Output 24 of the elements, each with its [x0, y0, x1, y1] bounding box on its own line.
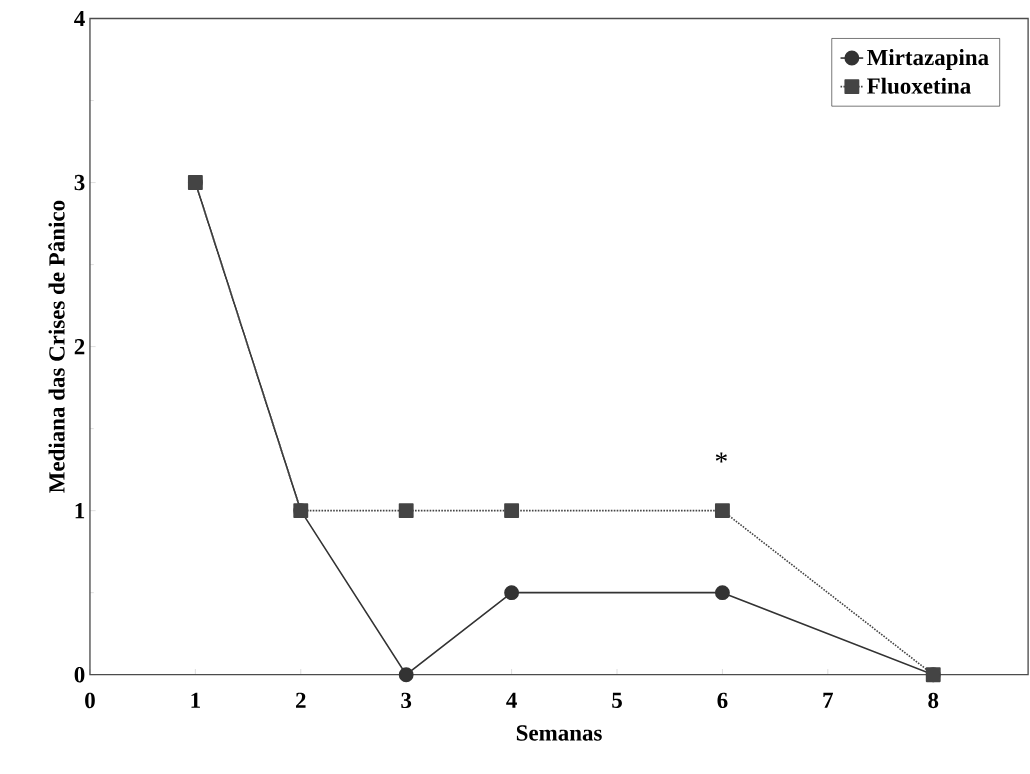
y-axis-title: Mediana das Crises de Pânico — [48, 200, 65, 494]
legend-label: Fluoxetina — [867, 77, 971, 94]
x-tick-label: 7 — [823, 692, 834, 708]
point — [398, 503, 414, 519]
x-tick-label: 5 — [612, 692, 622, 709]
point — [504, 585, 520, 601]
x-tick-label: 8 — [928, 692, 939, 709]
legend-label: Mirtazapina — [867, 49, 989, 71]
y-tick-label: 2 — [74, 339, 85, 355]
y-tick-label: 4 — [74, 11, 85, 27]
x-tick-label: 4 — [506, 692, 517, 708]
point — [714, 585, 730, 601]
y-tick-label: 3 — [74, 174, 85, 191]
point — [714, 503, 730, 519]
x-tick-label: 2 — [296, 692, 306, 709]
x-tick-label: 6 — [717, 692, 728, 709]
x-tick-label: 3 — [401, 692, 412, 709]
point — [504, 503, 520, 519]
y-tick-label: 0 — [74, 667, 85, 683]
annotation: * — [715, 452, 727, 463]
x-axis-title: Semanas — [516, 725, 602, 741]
x-tick-label: 1 — [191, 692, 200, 708]
y-tick-label: 1 — [75, 503, 85, 519]
point — [398, 667, 414, 683]
